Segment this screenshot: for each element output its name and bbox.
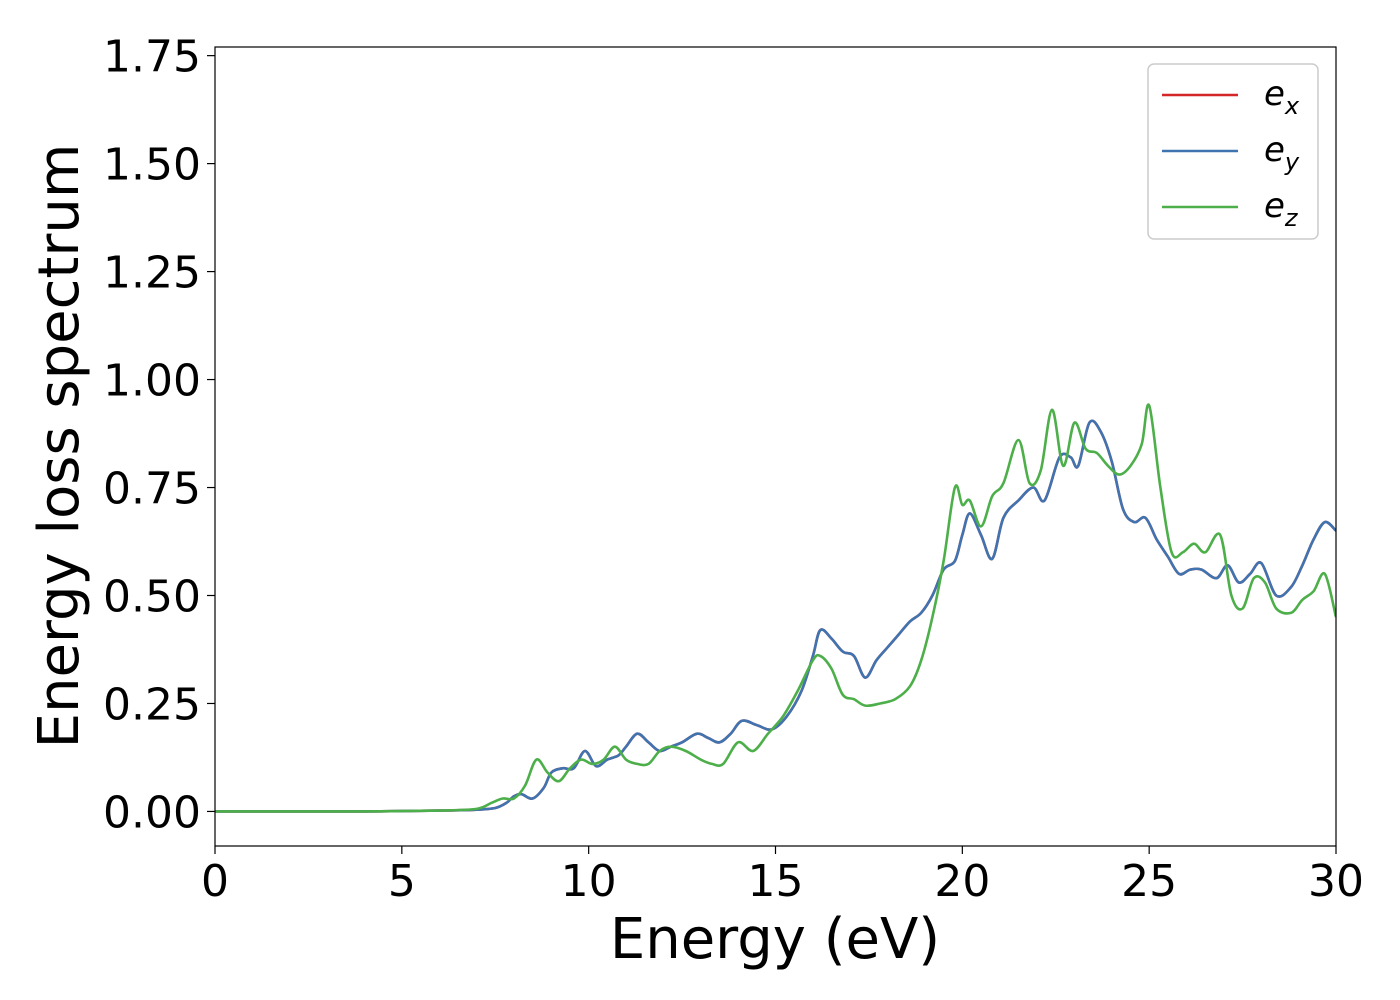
y-tick-label: 0.75: [103, 464, 201, 515]
plot-lines: [215, 403, 1336, 813]
legend-label-e-x: ex: [1264, 74, 1300, 120]
x-axis-label: Energy (eV): [610, 907, 940, 972]
y-axis-label: Energy loss spectrum: [27, 144, 92, 749]
x-axis: 0 5 10 15 20 25 30: [201, 846, 1364, 907]
x-tick-label: 10: [561, 856, 617, 907]
y-axis: 0.00 0.25 0.50 0.75 1.00 1.25 1.50 1.75: [103, 32, 215, 838]
y-tick-label: 1.50: [103, 140, 201, 191]
series-line-e-z: [215, 403, 1336, 813]
x-tick-label: 5: [388, 856, 416, 907]
x-tick-label: 0: [201, 856, 229, 907]
series-line-e-y: [215, 419, 1336, 813]
y-tick-label: 0.00: [103, 787, 201, 838]
legend: ex ey ez: [1147, 63, 1319, 240]
legend-label-e-y: ey: [1264, 130, 1300, 176]
x-tick-label: 25: [1121, 856, 1177, 907]
y-tick-label: 1.25: [103, 248, 201, 299]
y-tick-label: 1.75: [103, 32, 201, 83]
x-tick-label: 20: [934, 856, 990, 907]
y-tick-label: 0.50: [103, 572, 201, 623]
x-tick-label: 30: [1308, 856, 1364, 907]
y-tick-label: 0.25: [103, 679, 201, 730]
legend-label-e-z: ez: [1264, 186, 1299, 232]
x-tick-label: 15: [748, 856, 804, 907]
y-tick-label: 1.00: [103, 356, 201, 407]
